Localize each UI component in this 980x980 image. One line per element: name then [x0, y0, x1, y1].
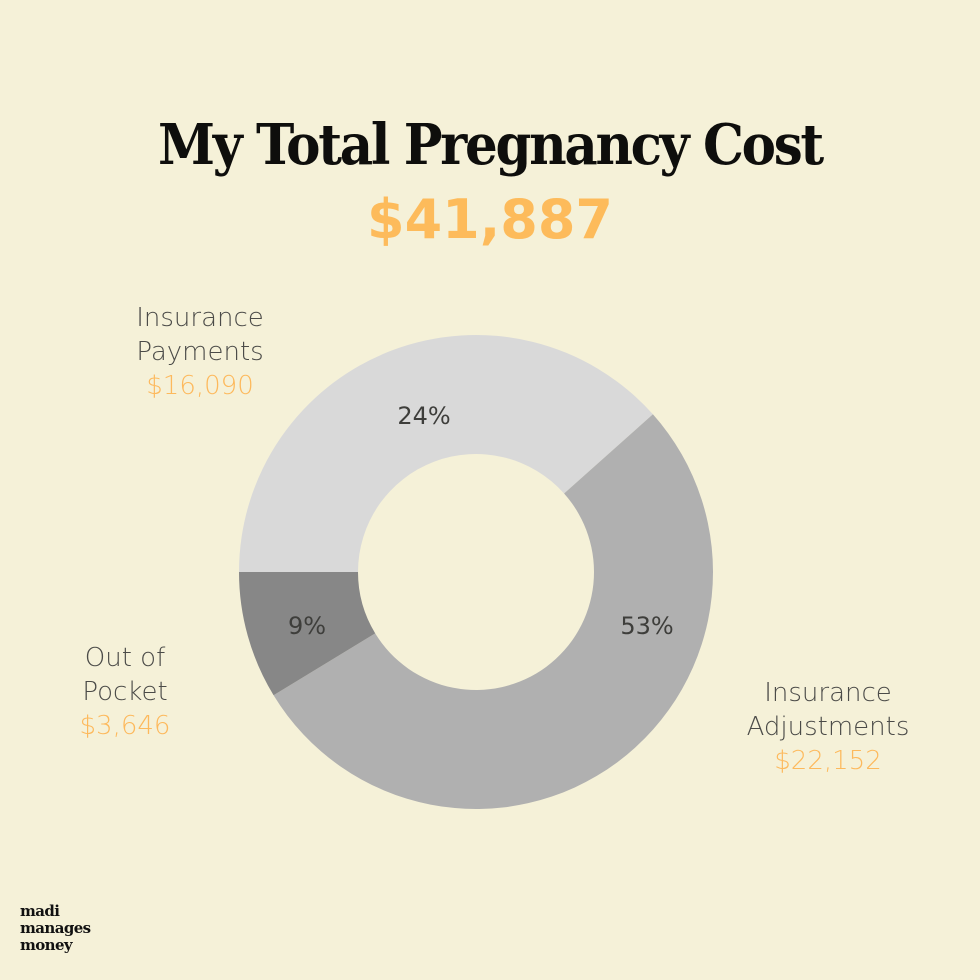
brand-line: manages: [20, 919, 91, 937]
callout-label: Insurance: [764, 678, 892, 708]
callout-insurance-adjustments: Insurance Adjustments $22,152: [718, 676, 938, 778]
pct-label-insurance-payments: 24%: [397, 402, 450, 430]
total-cost: $41,887: [367, 188, 613, 251]
slice-insurance-adjustments: [273, 414, 713, 809]
callout-out-of-pocket: Out of Pocket $3,646: [50, 641, 200, 743]
callout-label: Out of: [84, 643, 166, 673]
pct-label-insurance-adjustments: 53%: [620, 612, 673, 640]
slice-insurance-payments: [239, 334, 653, 572]
callout-amount: $22,152: [774, 746, 882, 776]
callout-amount: $3,646: [79, 711, 171, 741]
callout-label: Pocket: [82, 677, 168, 707]
callout-label: Adjustments: [746, 712, 910, 742]
brand-line: madi: [20, 902, 60, 920]
callout-insurance-payments: Insurance Payments $16,090: [100, 301, 300, 403]
brand-logo: madi manages money: [20, 903, 91, 954]
slice-out-of-pocket: [239, 572, 376, 696]
pct-label-out-of-pocket: 9%: [288, 612, 326, 640]
callout-label: Insurance: [136, 303, 264, 333]
brand-line: money: [20, 936, 73, 954]
callout-amount: $16,090: [146, 371, 254, 401]
callout-label: Payments: [136, 337, 264, 367]
page-title: My Total Pregnancy Cost: [158, 112, 824, 178]
